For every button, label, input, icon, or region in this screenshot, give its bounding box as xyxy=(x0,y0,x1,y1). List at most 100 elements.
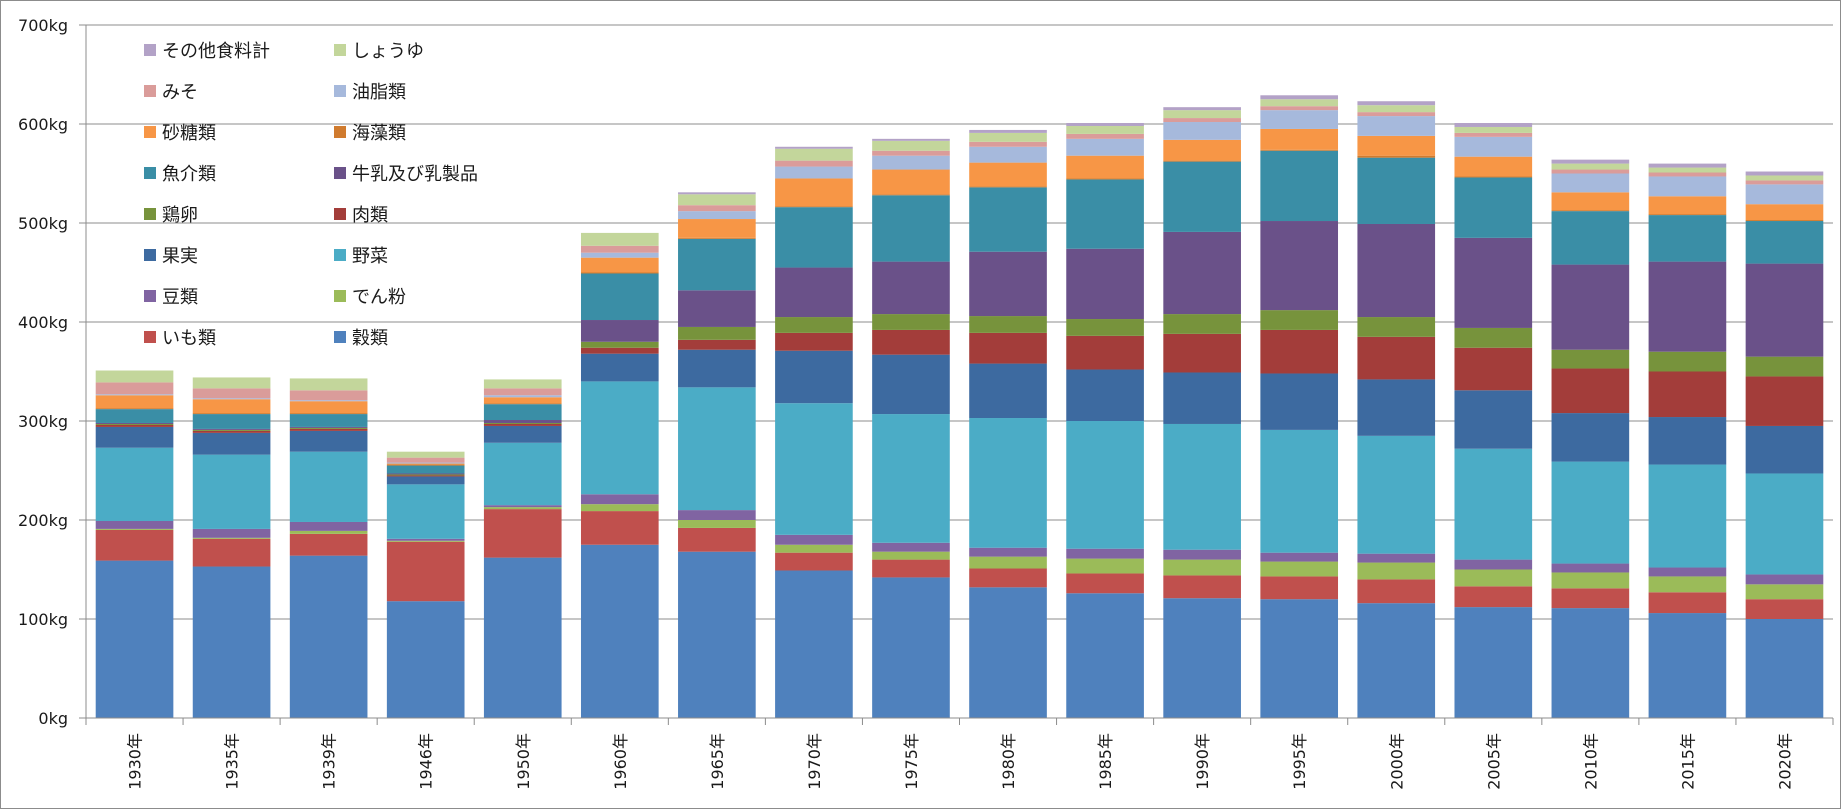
bar-segment xyxy=(969,556,1047,569)
bar-segment xyxy=(678,527,756,552)
x-tick-label: 1950年 xyxy=(514,733,533,790)
bar-segment xyxy=(289,378,368,391)
bar-segment xyxy=(775,206,853,208)
x-tick-label: 1975年 xyxy=(902,733,921,790)
bar-segment xyxy=(1745,175,1824,181)
legend-swatch xyxy=(334,249,346,261)
x-tick-label: 1985年 xyxy=(1096,733,1115,790)
bar-segment xyxy=(1648,464,1727,568)
bar-segment xyxy=(1745,204,1824,221)
bar-segment xyxy=(1163,423,1241,550)
x-tick-label: 2010年 xyxy=(1581,733,1600,790)
bar-segment xyxy=(1260,106,1339,111)
bar-segment xyxy=(1260,429,1339,553)
bar-segment xyxy=(483,422,562,424)
bar-segment xyxy=(1745,574,1824,585)
y-tick-label: 300kg xyxy=(18,412,68,431)
bar-segment xyxy=(1260,95,1339,100)
bar-segment xyxy=(872,559,950,578)
bar-segment xyxy=(386,484,465,539)
bar-segment xyxy=(969,186,1047,188)
bar-segment xyxy=(1551,173,1630,193)
bar-segment xyxy=(580,504,659,512)
bar-segment xyxy=(192,430,271,433)
bar-segment xyxy=(580,341,659,348)
bar-segment xyxy=(95,520,174,529)
bar-segment xyxy=(483,557,562,718)
legend-label: でん粉 xyxy=(352,287,406,308)
bar-segment xyxy=(1066,573,1144,594)
bar-segment xyxy=(678,349,756,388)
bar-segment xyxy=(386,538,465,541)
bar-segment xyxy=(192,399,271,414)
bar-segment xyxy=(969,316,1047,333)
bar-segment xyxy=(386,475,465,477)
bar-segment xyxy=(1357,379,1436,436)
x-tick-label: 1995年 xyxy=(1290,733,1309,790)
y-tick-label: 200kg xyxy=(18,511,68,530)
bar-segment xyxy=(872,261,950,315)
bar-segment xyxy=(1454,176,1533,178)
bar-segment xyxy=(1260,329,1339,374)
bar-segment xyxy=(1357,562,1436,580)
bar-segment xyxy=(1260,149,1339,151)
bar-segment xyxy=(1066,248,1144,320)
bar-segment xyxy=(969,141,1047,147)
bar-segment xyxy=(1357,101,1436,106)
bar-segment xyxy=(95,529,174,561)
bar-segment xyxy=(1551,608,1630,718)
bar-segment xyxy=(1357,135,1436,156)
bar-segment xyxy=(1163,161,1241,232)
bar-segment xyxy=(1648,196,1727,215)
bar-segment xyxy=(1454,559,1533,570)
legend-label: いも類 xyxy=(162,328,216,349)
bar-segment xyxy=(1260,221,1339,311)
legend-label: みそ xyxy=(162,82,198,103)
bar-segment xyxy=(1260,99,1339,107)
bar-segment xyxy=(969,332,1047,364)
bar-segment xyxy=(1163,559,1241,576)
gridlines xyxy=(86,24,1833,620)
bar-segment xyxy=(1357,116,1436,136)
bar-segment xyxy=(1551,163,1630,170)
bar-segment xyxy=(678,510,756,520)
bar-segment xyxy=(580,272,659,274)
bar-segment xyxy=(386,474,465,476)
bar-segment xyxy=(289,533,368,556)
bar-segment xyxy=(1551,211,1630,265)
x-tick-label: 1946年 xyxy=(417,733,436,790)
bar-segment xyxy=(969,363,1047,419)
bar-segment xyxy=(1357,553,1436,563)
bar-segment xyxy=(483,395,562,398)
bar-segment xyxy=(1551,159,1630,164)
bar-segment xyxy=(872,542,950,552)
bar-segment xyxy=(192,566,271,718)
bar-segment xyxy=(289,451,368,522)
bar-segment xyxy=(580,347,659,354)
legend-swatch xyxy=(144,290,156,302)
bar-segment xyxy=(192,537,271,539)
bar-segment xyxy=(192,388,271,399)
bar-segment xyxy=(1357,435,1436,554)
x-tick-label: 2005年 xyxy=(1484,733,1503,790)
bar-segment xyxy=(1066,133,1144,139)
bar-segment xyxy=(386,540,465,542)
bar-segment xyxy=(1357,223,1436,318)
bar-segment xyxy=(775,166,853,179)
bar-segment xyxy=(775,570,853,718)
bar-segment xyxy=(872,169,950,195)
legend-label: 豆類 xyxy=(162,287,198,308)
bar-segment xyxy=(1066,548,1144,559)
bar-segment xyxy=(192,377,271,389)
bar-segment xyxy=(1066,593,1144,718)
legend-swatch xyxy=(334,126,346,138)
bar-segment xyxy=(1357,157,1436,224)
bar-segment xyxy=(1648,167,1727,173)
bar-segment xyxy=(386,462,465,464)
bar-segment xyxy=(1260,310,1339,330)
bar-segment xyxy=(386,476,465,485)
bar-segment xyxy=(1066,125,1144,134)
bar-segment xyxy=(1066,123,1144,126)
bar-segment xyxy=(1066,421,1144,549)
